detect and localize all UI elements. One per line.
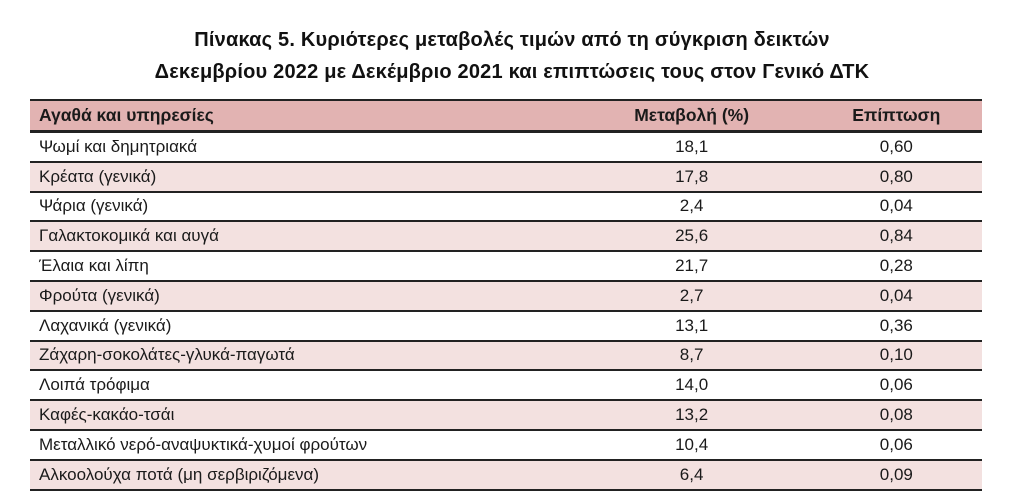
impact-value: 0,60	[879, 136, 913, 156]
table-body: Ψωμί και δημητριακά 18,1 0,60 Κρέατα (γενικ…	[30, 132, 982, 490]
table-row: Λοιπά τρόφιμα 14,0 0,06	[30, 370, 982, 401]
table-row: Ψωμί και δημητριακά 18,1 0,60	[30, 132, 982, 162]
item-label: Κρέατα (γενικά)	[39, 166, 157, 186]
change-value: 10,4	[675, 434, 709, 454]
header-row: Αγαθά και υπηρεσίες Μεταβολή (%) Επίπτωσ…	[30, 100, 982, 132]
table-row: Λαχανικά (γενικά) 13,1 0,36	[30, 311, 982, 341]
item-label: Λαχανικά (γενικά)	[39, 315, 172, 335]
price-changes-table: Αγαθά και υπηρεσίες Μεταβολή (%) Επίπτωσ…	[30, 99, 982, 491]
table-title-line2: Δεκεμβρίου 2022 με Δεκέμβριο 2021 και επ…	[154, 61, 870, 83]
item-label: Φρούτα (γενικά)	[39, 285, 160, 305]
impact-value: 0,04	[879, 196, 913, 216]
change-value: 2,7	[679, 285, 704, 305]
change-value: 2,4	[679, 196, 704, 216]
impact-value: 0,10	[879, 345, 913, 365]
impact-value: 0,04	[879, 285, 913, 305]
impact-value: 0,80	[879, 166, 913, 186]
table-title: Πίνακας 5. Κυριότερες μεταβολές τιμών απ…	[0, 0, 1024, 88]
item-label: Ζάχαρη-σοκολάτες-γλυκά-παγωτά	[39, 345, 295, 365]
impact-value: 0,28	[879, 256, 913, 276]
change-value: 14,0	[675, 375, 709, 395]
table-title-line1: Πίνακας 5. Κυριότερες μεταβολές τιμών απ…	[194, 29, 830, 51]
impact-value: 0,08	[879, 405, 913, 425]
change-value: 13,1	[675, 315, 709, 335]
table-row: Ζάχαρη-σοκολάτες-γλυκά-παγωτά 8,7 0,10	[30, 340, 982, 371]
item-label: Γαλακτοκομικά και αυγά	[39, 226, 219, 246]
table-row: Αλκοολούχα ποτά (μη σερβιριζόμενα) 6,4 0,0…	[30, 459, 982, 490]
change-value: 18,1	[675, 136, 709, 156]
impact-value: 0,09	[879, 464, 913, 484]
column-header-goods-services: Αγαθά και υπηρεσίες	[39, 105, 214, 125]
item-label: Έλαια και λίπη	[39, 256, 149, 276]
impact-value: 0,06	[879, 434, 913, 454]
column-header-change-percent: Μεταβολή (%)	[634, 105, 750, 125]
item-label: Αλκοολούχα ποτά (μη σερβιριζόμενα)	[39, 464, 320, 484]
change-value: 17,8	[675, 166, 709, 186]
change-value: 8,7	[679, 345, 704, 365]
item-label: Μεταλλικό νερό-αναψυκτικά-χυμοί φρούτων	[39, 434, 368, 454]
impact-value: 0,06	[879, 375, 913, 395]
change-value: 13,2	[675, 405, 709, 425]
change-value: 21,7	[675, 256, 709, 276]
change-value: 25,6	[675, 226, 709, 246]
table-row: Φρούτα (γενικά) 2,7 0,04	[30, 280, 982, 311]
column-header-impact: Επίπτωση	[852, 105, 941, 125]
item-label: Καφές-κακάο-τσάι	[39, 405, 175, 425]
table-row: Ψάρια (γενικά) 2,4 0,04	[30, 192, 982, 222]
table-row: Κρέατα (γενικά) 17,8 0,80	[30, 161, 982, 192]
table-row: Μεταλλικό νερό-αναψυκτικά-χυμοί φρούτων 1…	[30, 430, 982, 460]
impact-value: 0,36	[879, 315, 913, 335]
item-label: Λοιπά τρόφιμα	[39, 375, 150, 395]
change-value: 6,4	[679, 464, 704, 484]
table-row: Γαλακτοκομικά και αυγά 25,6 0,84	[30, 221, 982, 252]
item-label: Ψάρια (γενικά)	[39, 196, 149, 216]
table-row: Έλαια και λίπη 21,7 0,28	[30, 251, 982, 281]
table-row: Καφές-κακάο-τσάι 13,2 0,08	[30, 400, 982, 430]
item-label: Ψωμί και δημητριακά	[39, 136, 198, 156]
impact-value: 0,84	[879, 226, 913, 246]
